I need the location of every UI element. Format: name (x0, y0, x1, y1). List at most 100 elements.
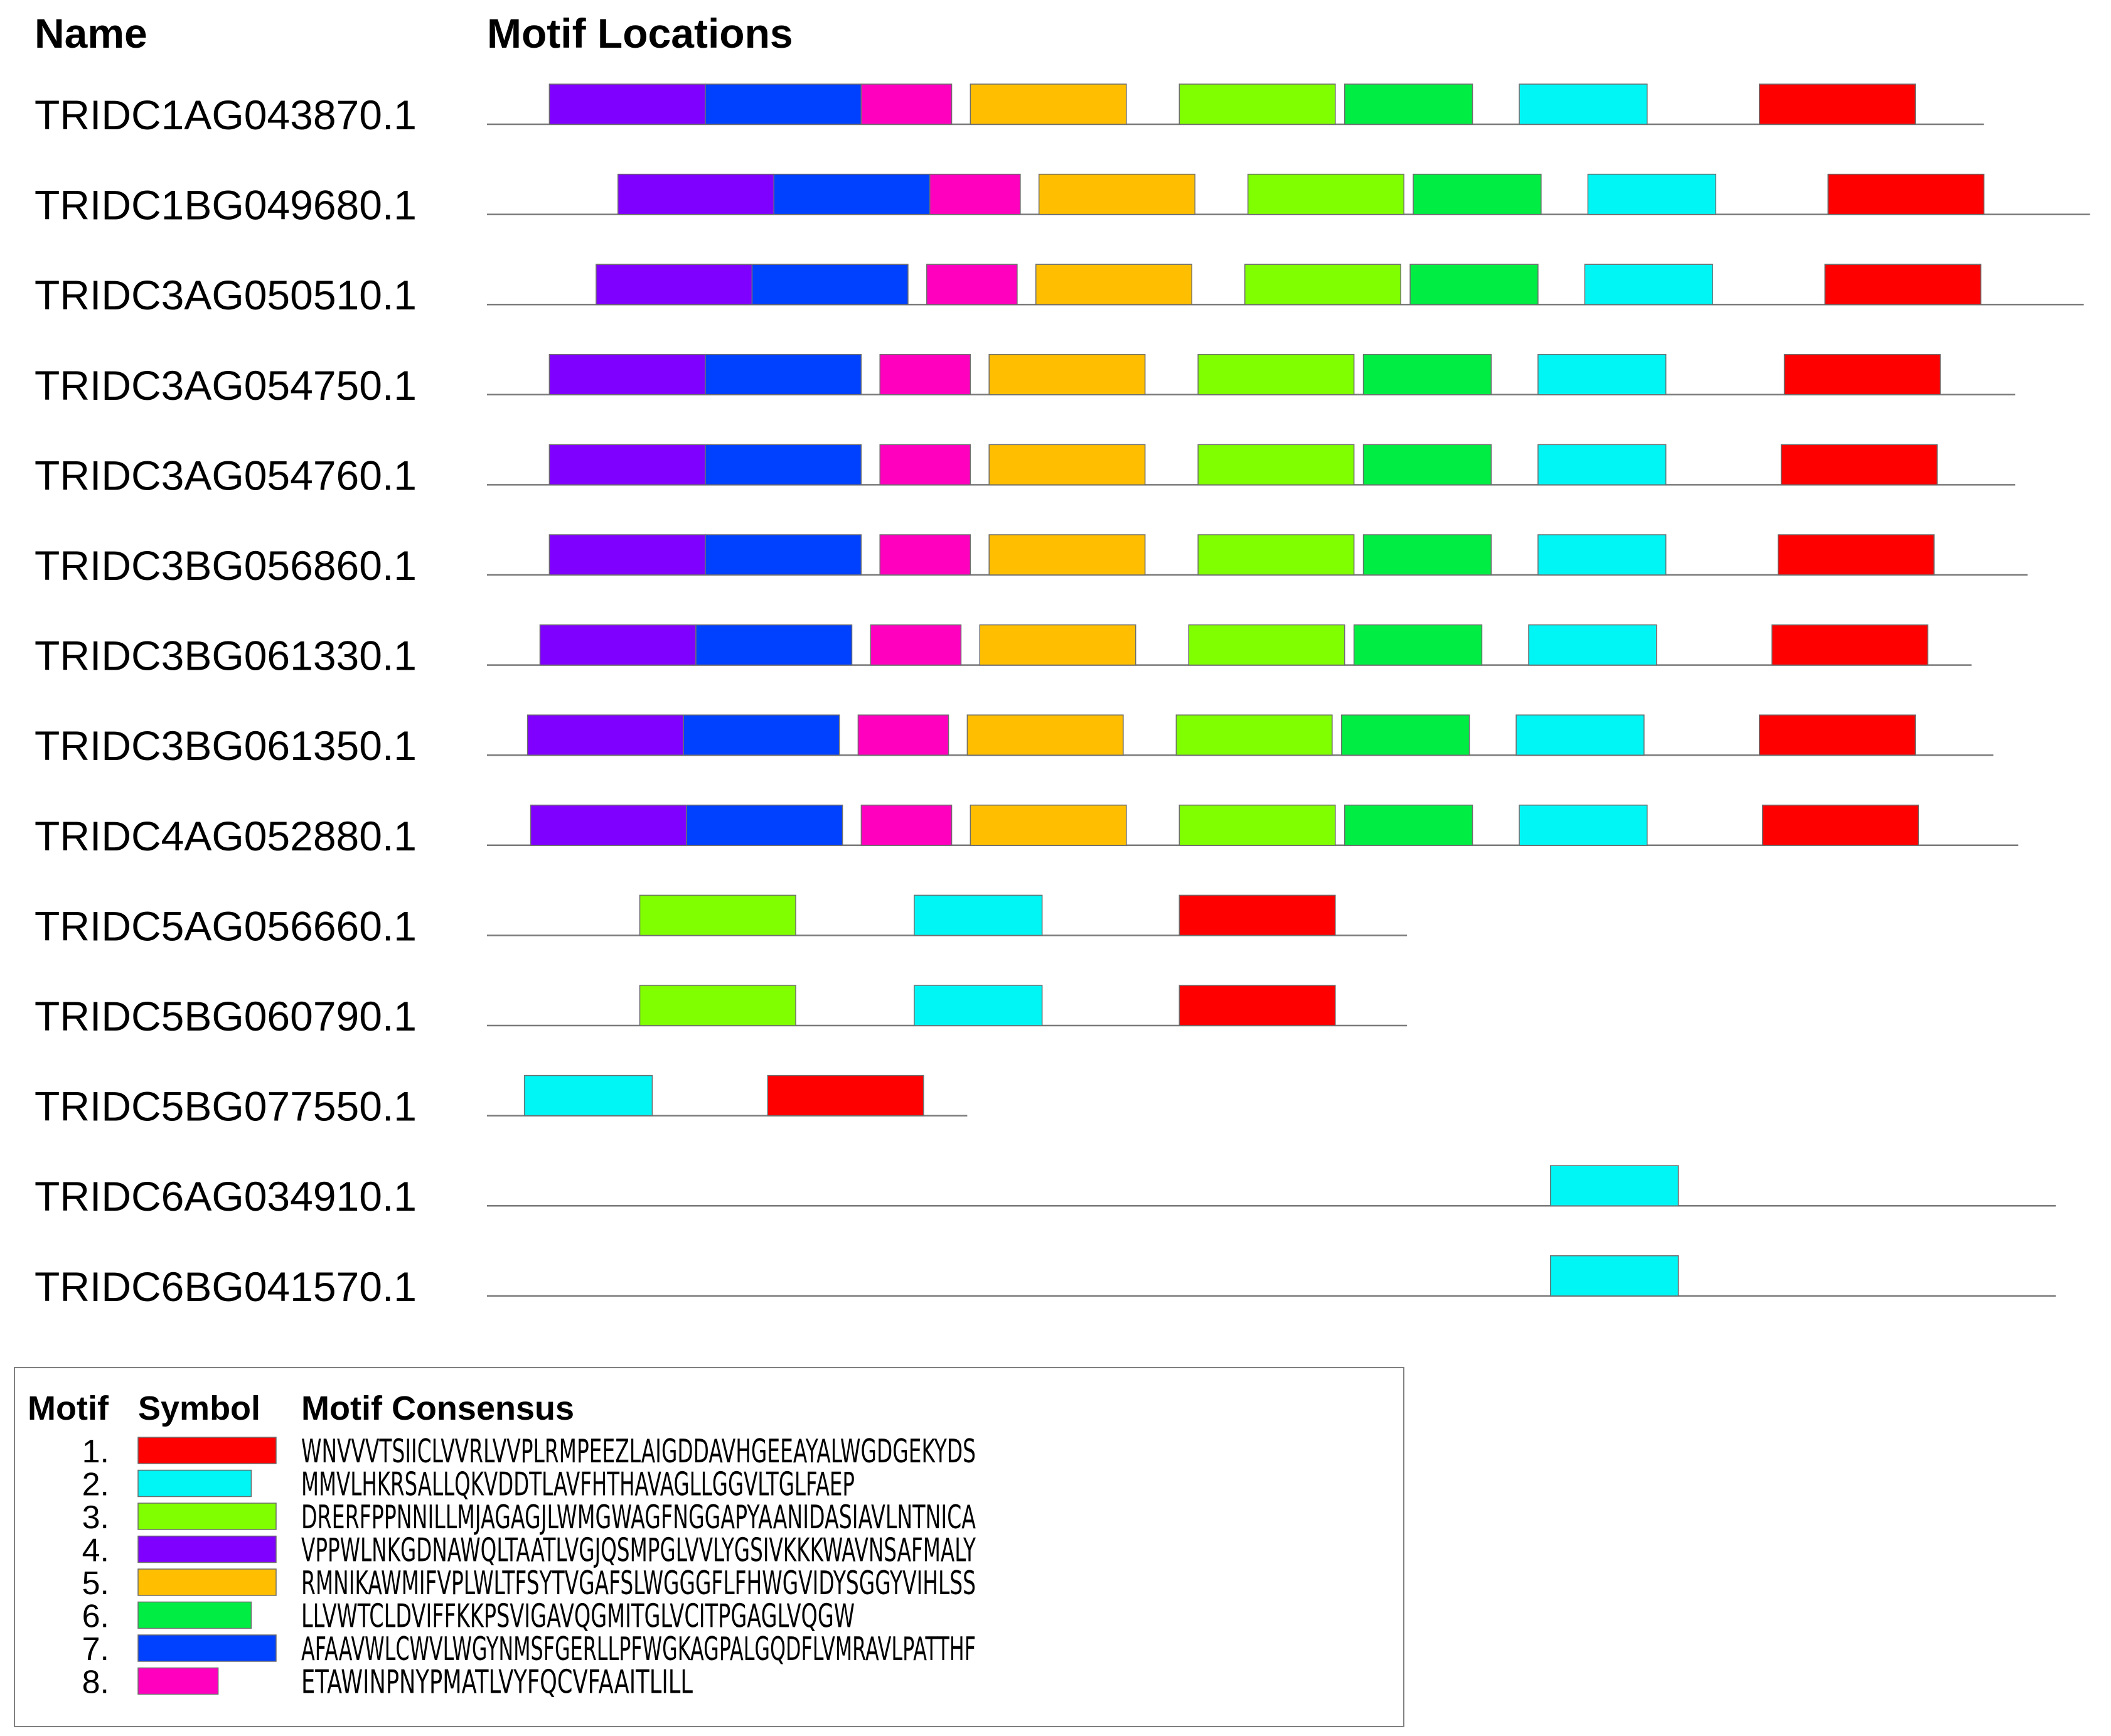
legend-consensus-header: Motif Consensus (301, 1390, 574, 1427)
sequence-row: TRIDC4AG052880.1 (35, 805, 2019, 859)
motif-5-site (1038, 173, 1195, 215)
sequence-row: TRIDC3BG056860.1 (35, 534, 2028, 589)
sequence-row: TRIDC5BG060790.1 (35, 985, 1408, 1039)
sequence-name: TRIDC3AG054750.1 (35, 362, 417, 409)
motif-8-site (879, 354, 971, 395)
sequence-name: TRIDC3AG050510.1 (35, 272, 417, 318)
legend-motif-number: 1. (82, 1433, 109, 1470)
motif-locations-header: Motif Locations (487, 10, 793, 56)
motif-8-site (926, 264, 1018, 305)
legend-motif-consensus: VPPWLNKGDNAWQLTAATLVGJQSMPGLVVLYGSIVKKKW… (301, 1532, 976, 1570)
sequence-row: TRIDC6AG034910.1 (35, 1165, 2056, 1219)
sequence-name: TRIDC3BG061330.1 (35, 633, 417, 679)
legend-motif-number: 6. (82, 1599, 109, 1635)
sequence-name: TRIDC3BG061350.1 (35, 722, 417, 769)
motif-7-site (705, 354, 862, 395)
legend-motif-number: 4. (82, 1533, 109, 1569)
motif-7-site (773, 173, 931, 215)
motif-2-site (1537, 444, 1667, 486)
motif-1-site (1780, 444, 1938, 486)
motif-3-site (639, 985, 796, 1026)
motif-7-site (751, 264, 909, 305)
sequence-row: TRIDC3AG054760.1 (35, 444, 2016, 498)
legend-row: 3. DRERFPPNNILLMJAGAGJLWMGWAGFNGGAPYAANID… (82, 1499, 976, 1536)
legend-row: 1. WNVVVTSIICLVVRLVVPLRMPEEZLAIGDDAVHGEEA… (82, 1433, 976, 1471)
motif-legend-table: Motif Symbol Motif Consensus 1. WNVVVTSII… (28, 1390, 976, 1701)
legend-motif-number: 8. (82, 1664, 109, 1701)
legend-motif-symbol (137, 1503, 277, 1530)
motif-1-site (1827, 173, 1985, 215)
motif-3-site (1188, 624, 1345, 666)
legend-symbol-header: Symbol (138, 1390, 260, 1427)
motif-8-site (929, 173, 1021, 215)
motif-4-site (539, 624, 697, 666)
sequence-name: TRIDC3BG056860.1 (35, 542, 417, 589)
sequence-row: TRIDC3AG050510.1 (35, 264, 2084, 318)
sequence-name: TRIDC1AG043870.1 (35, 92, 417, 138)
motif-5-site (979, 624, 1136, 666)
legend-row: 2. MMVLHKRSALLQKVDDTLAVFHTHAVAGLLGGVLTGLF… (82, 1466, 855, 1504)
sequence-name: TRIDC4AG052880.1 (35, 813, 417, 859)
legend-motif-number: 3. (82, 1499, 109, 1536)
motif-2-site (1528, 624, 1657, 666)
motif-7-site (683, 714, 840, 756)
motif-2-site (1550, 1255, 1679, 1297)
sequence-row: TRIDC3BG061350.1 (35, 714, 1994, 769)
motif-4-site (530, 805, 687, 846)
sequence-rows: TRIDC1AG043870.1 TRIDC1BG049680.1 TRIDC3AG… (35, 83, 2090, 1310)
name-column-header: Name (35, 10, 147, 56)
motif-4-site (596, 264, 753, 305)
legend-motif-consensus: LLVWTCLDVIFFKKPSVIGAVQGMITGLVCITPGAGLVQG… (301, 1598, 855, 1636)
motif-4-site (526, 714, 684, 756)
legend-motif-symbol (137, 1437, 277, 1464)
motif-3-site (1197, 534, 1355, 576)
motif-3-site (1197, 354, 1355, 395)
motif-2-site (1519, 805, 1648, 846)
motif-4-site (548, 444, 706, 486)
motif-6-site (1409, 264, 1539, 305)
motif-6-site (1362, 534, 1492, 576)
legend-motif-symbol (137, 1667, 219, 1695)
motif-2-site (1587, 173, 1716, 215)
motif-2-site (523, 1074, 653, 1117)
sequence-name: TRIDC3AG054760.1 (35, 452, 417, 498)
legend-motif-number: 2. (82, 1467, 109, 1503)
motif-6-site (1344, 83, 1473, 125)
motif-7-site (686, 805, 843, 846)
motif-3-site (1197, 444, 1355, 486)
sequence-row: TRIDC5BG077550.1 (35, 1074, 968, 1130)
motif-2-site (914, 894, 1043, 936)
legend-rows: 1. WNVVVTSIICLVVRLVVPLRMPEEZLAIGDDAVHGEEA… (82, 1433, 976, 1701)
motif-2-site (1515, 714, 1645, 756)
sequence-name: TRIDC1BG049680.1 (35, 182, 417, 228)
sequence-row: TRIDC1AG043870.1 (35, 83, 1984, 138)
legend-row: 5. RMNIKAWMIFVPLWLTFSYTVGAFSLWGGGFLFHWGVI… (82, 1565, 976, 1602)
motif-1-site (1759, 83, 1916, 125)
motif-3-site (1178, 83, 1336, 125)
motif-3-site (1244, 264, 1401, 305)
motif-5-site (966, 714, 1124, 756)
legend-motif-number: 5. (82, 1565, 109, 1602)
motif-6-site (1413, 173, 1542, 215)
legend-motif-number: 7. (82, 1631, 109, 1668)
motif-4-site (548, 83, 706, 125)
legend-row: 8. ETAWINPNYPMATLVYFQCVFAAITLILL (82, 1664, 693, 1701)
motif-5-site (988, 444, 1146, 486)
motif-5-site (988, 534, 1146, 576)
motif-8-site (870, 624, 962, 666)
motif-1-site (1178, 985, 1336, 1026)
sequence-name: TRIDC5BG060790.1 (35, 993, 417, 1039)
motif-3-site (1175, 714, 1333, 756)
motif-8-site (857, 714, 949, 756)
motif-5-site (970, 83, 1127, 125)
motif-3-site (639, 894, 796, 936)
sequence-name: TRIDC5BG077550.1 (35, 1083, 417, 1130)
motif-2-site (914, 985, 1043, 1026)
motif-4-site (548, 354, 706, 395)
motif-7-site (705, 534, 862, 576)
legend-motif-consensus: AFAAVWLCWVLWGYNMSFGERLLPFWGKAGPALGQDFLVM… (301, 1631, 976, 1668)
motif-2-site (1519, 83, 1648, 125)
motif-2-site (1537, 354, 1667, 395)
motif-5-site (988, 354, 1146, 395)
